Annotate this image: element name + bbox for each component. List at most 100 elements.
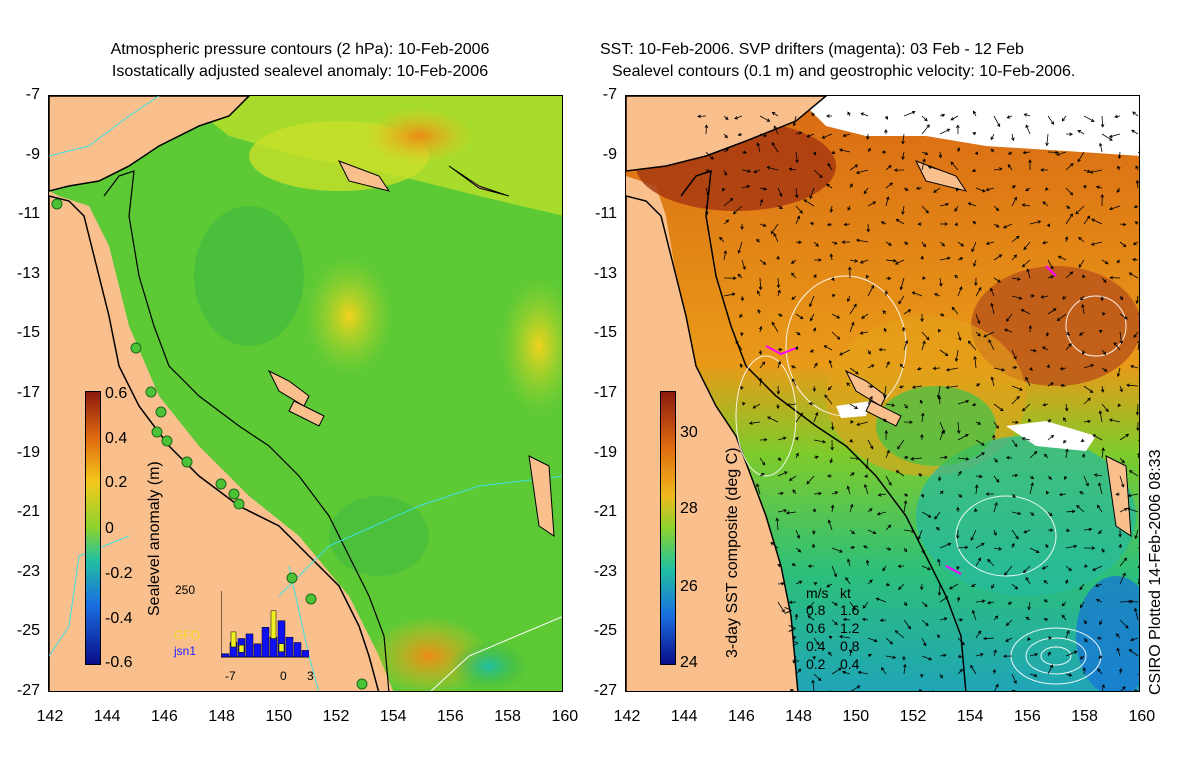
velocity-arrow: [1083, 546, 1096, 550]
velocity-arrow: [921, 565, 932, 571]
velocity-arrow: [1078, 331, 1085, 336]
velocity-arrow: [1096, 636, 1103, 640]
velocity-arrow: [831, 241, 838, 245]
velocity-arrow: [794, 346, 799, 351]
velocity-arrow: [986, 600, 995, 605]
velocity-arrow: [957, 286, 963, 297]
velocity-arrow: [829, 205, 834, 213]
velocity-arrow: [1079, 491, 1085, 495]
velocity-arrow: [831, 601, 838, 606]
sst-colorbar-tick: 30: [680, 424, 698, 441]
histogram-legend-jsn1: jsn1: [174, 644, 197, 658]
plot-credit: CSIRO Plotted 14-Feb-2006 08:33: [1147, 449, 1164, 695]
velocity-arrow: [885, 259, 897, 263]
velocity-arrow: [857, 670, 869, 675]
velocity-arrow: [988, 339, 995, 351]
velocity-arrow: [723, 219, 730, 225]
velocity-arrow: [957, 331, 962, 342]
velocity-arrow: [1029, 294, 1035, 298]
velocity-arrow: [1101, 259, 1109, 265]
velocity-arrow: [1029, 220, 1042, 225]
lat-tick-label: -27: [593, 682, 617, 699]
velocity-arrow: [1028, 325, 1033, 333]
velocity-arrow: [1082, 274, 1086, 279]
velocity-arrow: [1027, 601, 1031, 611]
velocity-arrow: [827, 385, 833, 391]
velocity-arrow: [985, 492, 995, 496]
velocity-arrow: [777, 601, 785, 613]
velocity-arrow: [993, 547, 1003, 551]
velocity-arrow: [993, 457, 998, 463]
velocity-arrow: [759, 133, 768, 137]
velocity-arrow: [849, 164, 859, 171]
left-title-line2: Isostatically adjusted sealevel anomaly:…: [111, 63, 489, 80]
velocity-arrow: [1056, 313, 1067, 322]
histogram-bar-jsn1: [293, 642, 302, 658]
velocity-arrow: [841, 240, 851, 244]
velocity-arrow: [974, 484, 979, 495]
velocity-arrow: [993, 115, 1001, 128]
new-guinea-land: [49, 96, 251, 192]
velocity-arrow: [722, 187, 726, 192]
velocity-arrow: [795, 131, 803, 135]
velocity-arrow: [885, 182, 894, 189]
velocity-arrow: [921, 158, 926, 171]
lat-tick-label: -7: [602, 86, 617, 103]
velocity-arrow: [975, 557, 982, 567]
sealevel-colorbar-label: Sealevel anomaly (m): [146, 461, 163, 616]
velocity-arrow: [864, 474, 869, 478]
velocity-arrow: [1064, 579, 1069, 585]
velocity-arrow: [777, 313, 783, 317]
velocity-arrow: [861, 617, 869, 622]
velocity-arrow: [776, 255, 780, 261]
velocity-arrow: [839, 634, 851, 639]
velocity-arrow: [967, 340, 977, 351]
velocity-arrow: [920, 433, 924, 441]
velocity-arrow: [983, 636, 995, 641]
velocity-arrow: [810, 313, 815, 322]
velocity-arrow: [831, 150, 836, 154]
velocity-arrow: [859, 331, 869, 335]
velocity-arrow: [939, 202, 950, 207]
velocity-arrow: [1047, 150, 1059, 155]
velocity-arrow: [903, 403, 908, 409]
velocity-arrow: [911, 291, 923, 297]
velocity-arrow: [957, 241, 965, 247]
velocity-arrow: [1116, 647, 1121, 657]
histogram-x-tick: -7: [225, 669, 236, 683]
velocity-arrow: [1007, 601, 1013, 605]
velocity-arrow: [918, 473, 923, 477]
velocity-arrow: [884, 128, 888, 135]
velocity-arrow: [993, 367, 1006, 372]
velocity-arrow: [985, 241, 995, 246]
velocity-arrow: [993, 475, 1000, 483]
velocity-arrow: [1023, 529, 1031, 534]
velocity-arrow: [734, 115, 743, 120]
velocity-arrow: [920, 673, 924, 678]
velocity-arrow: [1029, 652, 1039, 657]
velocity-arrow: [813, 673, 822, 682]
velocity-arrow: [830, 504, 835, 513]
velocity-arrow: [867, 284, 875, 297]
velocity-arrow: [903, 241, 909, 245]
velocity-arrow: [939, 490, 944, 495]
velocity-arrow: [1134, 529, 1139, 540]
lon-tick-label: 150: [265, 708, 293, 725]
sst-colorbar: [660, 391, 676, 665]
velocity-arrow: [865, 457, 869, 469]
velocity-arrow: [841, 670, 851, 675]
velocity-arrow: [849, 367, 859, 375]
velocity-arrow: [777, 289, 781, 297]
velocity-arrow: [759, 223, 767, 227]
velocity-arrow: [1029, 450, 1038, 459]
velocity-arrow: [795, 412, 803, 423]
velocity-arrow: [1044, 187, 1049, 191]
velocity-arrow: [881, 667, 887, 675]
velocity-arrow: [1100, 295, 1104, 302]
lon-tick-label: 156: [437, 708, 464, 725]
velocity-arrow: [1047, 382, 1055, 387]
velocity-arrow: [1008, 151, 1013, 155]
velocity-arrow: [899, 363, 905, 369]
velocity-arrow: [1133, 331, 1139, 338]
velocity-arrow: [777, 509, 788, 513]
